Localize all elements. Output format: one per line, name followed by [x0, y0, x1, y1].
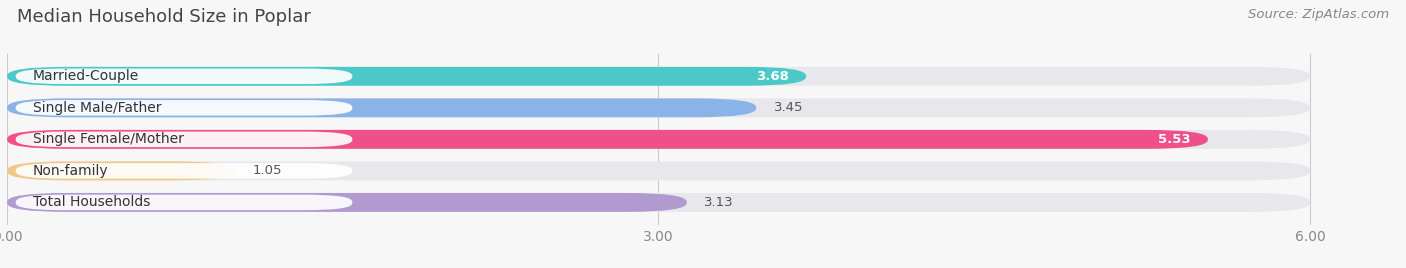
FancyBboxPatch shape: [7, 161, 235, 180]
Text: 1.05: 1.05: [253, 164, 283, 177]
Text: Single Female/Mother: Single Female/Mother: [34, 132, 184, 146]
Text: 3.13: 3.13: [704, 196, 734, 209]
Text: Total Households: Total Households: [34, 195, 150, 209]
FancyBboxPatch shape: [7, 130, 1310, 149]
Text: Single Male/Father: Single Male/Father: [34, 101, 162, 115]
FancyBboxPatch shape: [15, 69, 353, 84]
Text: Source: ZipAtlas.com: Source: ZipAtlas.com: [1249, 8, 1389, 21]
FancyBboxPatch shape: [7, 98, 756, 117]
Text: 5.53: 5.53: [1159, 133, 1191, 146]
FancyBboxPatch shape: [15, 100, 353, 116]
FancyBboxPatch shape: [15, 132, 353, 147]
FancyBboxPatch shape: [15, 195, 353, 210]
FancyBboxPatch shape: [7, 193, 1310, 212]
Text: 3.45: 3.45: [773, 101, 803, 114]
Text: Median Household Size in Poplar: Median Household Size in Poplar: [17, 8, 311, 26]
FancyBboxPatch shape: [7, 193, 686, 212]
FancyBboxPatch shape: [7, 161, 1310, 180]
Text: Non-family: Non-family: [34, 164, 108, 178]
FancyBboxPatch shape: [7, 130, 1208, 149]
Text: Married-Couple: Married-Couple: [34, 69, 139, 83]
FancyBboxPatch shape: [7, 67, 1310, 86]
Text: 3.68: 3.68: [756, 70, 789, 83]
FancyBboxPatch shape: [7, 98, 1310, 117]
FancyBboxPatch shape: [15, 163, 353, 179]
FancyBboxPatch shape: [7, 67, 806, 86]
